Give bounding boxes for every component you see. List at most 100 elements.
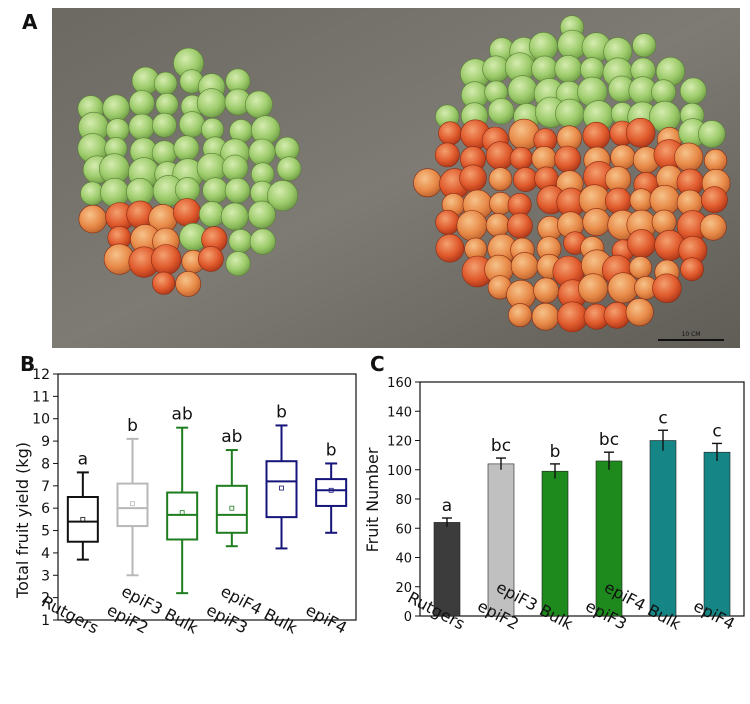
chart-c-significance-label: c [712,421,721,441]
chart-b-ytick-label: 2 [41,591,50,607]
bar-5 [703,451,731,617]
tomato [150,244,182,275]
tomato [509,146,533,170]
chart-b-ylabel: Total fruit yield (kg) [13,442,32,599]
box-4 [265,460,298,519]
chart-b-ytick-label: 4 [41,546,50,562]
chart-b-ytick-label: 10 [32,412,50,428]
tomato [267,180,299,212]
tomato [557,301,588,333]
tomato [578,273,609,304]
chart-c-ytick-label: 60 [395,522,412,537]
scale-bar-label: 10 CM [682,331,701,338]
chart-c-ytick-label: 40 [395,552,412,567]
chart-b-ytick-label: 11 [32,389,50,405]
tomato [604,187,632,215]
chart-c-significance-label: c [658,408,667,428]
tomato [102,94,130,122]
chart-b-category-label: epiF4 [303,600,351,637]
tomato [276,156,302,181]
box-mean-marker [279,485,284,491]
tomato [488,97,515,125]
tomato [699,213,727,241]
bar-2 [541,470,569,617]
tomato [697,120,726,148]
tomato [152,112,177,138]
tomato [197,245,224,272]
tomato [701,186,728,214]
chart-c-ytick-label: 140 [387,405,412,420]
panel-label-b: B [20,352,36,376]
chart-c-ytick-label: 0 [404,610,412,625]
box-3 [215,484,248,534]
tomato [248,138,276,166]
tomato [435,233,465,263]
tomato [485,141,515,170]
panel-label-c: C [370,352,385,376]
box-mean-marker [328,487,334,493]
chart-c-ytick-label: 80 [395,493,412,508]
tomato [196,88,227,118]
chart-b-box-plot: Total fruit yield (kg) 123456789101112aR… [13,367,357,638]
tomato [100,177,130,208]
chart-b-ytick-label: 6 [41,501,50,517]
tomato [129,90,155,117]
box-0 [66,496,99,543]
tomato [513,167,538,192]
tomato [198,201,225,228]
tomato [555,98,585,129]
tomato [151,140,177,166]
chart-c-significance-label: a [442,496,452,516]
box-1 [116,482,149,528]
tomato [582,208,611,237]
tomato [531,55,558,83]
tomato [679,77,707,105]
tomato [582,121,611,150]
tomato [703,149,728,173]
tomato [434,142,460,168]
chart-b-significance-label: b [276,402,287,422]
tomato [225,251,251,277]
tomato-photo: 10 CM [52,8,740,348]
chart-c-plot-frame [419,381,745,617]
bar-0 [433,522,461,617]
tomato [632,33,657,58]
chart-b-ytick-label: 1 [41,613,50,629]
chart-b-ytick-label: 7 [41,479,50,495]
tomato [506,212,533,239]
tomato [507,75,538,106]
chart-b-significance-label: b [127,416,138,436]
tomato [78,204,107,234]
box-mean-marker [179,510,185,516]
tomato [629,188,654,212]
box-5 [315,478,348,507]
chart-c-significance-label: bc [599,430,619,450]
tomato [179,111,206,138]
bar-1 [487,463,515,617]
tomato [413,168,443,198]
tomato [456,210,488,242]
tomato [554,145,581,173]
tomato [173,135,200,162]
box-mean-marker [130,501,135,507]
tomato [628,256,652,280]
box-mean-marker [229,505,235,511]
chart-c-ylabel: Fruit Number [363,447,382,552]
chart-c-ytick-label: 20 [395,581,412,596]
tomato [533,277,560,304]
tomato [510,252,539,280]
chart-b-ytick-label: 8 [41,456,50,472]
tomato [247,200,276,229]
box-2 [166,491,199,541]
tomato [554,55,583,83]
tomato [172,198,202,227]
tomato [153,71,178,96]
chart-c-ytick-label: 120 [387,435,412,450]
tomato [438,121,463,146]
tomato [610,144,636,170]
chart-c-ytick-label: 160 [387,376,412,391]
tomato [152,271,176,295]
tomato [651,79,677,105]
chart-b-ytick-label: 9 [41,434,50,450]
tomato [603,301,631,329]
